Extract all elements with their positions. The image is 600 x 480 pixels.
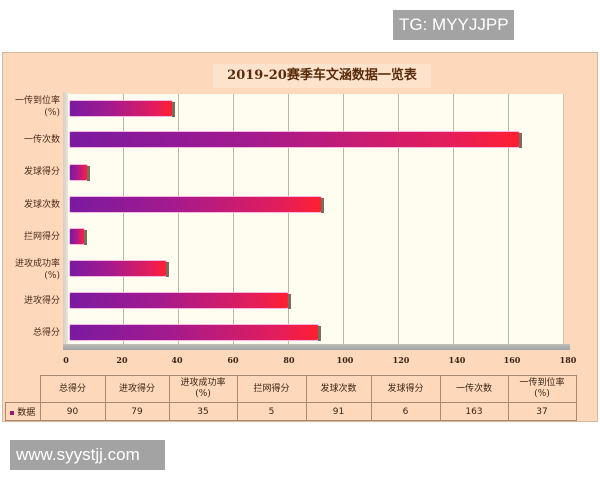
- table-cell: 163: [439, 402, 509, 421]
- data-table: 总得分 进攻得分 进攻成功率 (%) 拦网得分 发球次数 发球得分 一传次数 一传…: [5, 375, 577, 421]
- category-label: 一传次数: [23, 135, 60, 145]
- x-tick: 120: [392, 355, 410, 365]
- x-tick: 80: [283, 355, 295, 365]
- gridline: [123, 94, 124, 344]
- x-tick: 180: [559, 355, 577, 365]
- bar-pass-count: [70, 132, 522, 148]
- gridline: [453, 94, 454, 344]
- table-header: 总得分: [39, 375, 106, 403]
- bar-attack-success-rate: [70, 261, 169, 277]
- plot-area: [68, 94, 564, 344]
- gridline: [288, 94, 289, 344]
- table-header: 拦网得分: [236, 375, 307, 403]
- table-cell: 90: [39, 402, 106, 421]
- bar-block-points: [70, 229, 87, 245]
- series-legend: 数据: [5, 402, 41, 421]
- gridline: [343, 94, 344, 344]
- table-header: 进攻得分: [104, 375, 170, 403]
- table-header: 一传次数: [439, 375, 509, 403]
- table-header: 发球得分: [370, 375, 441, 403]
- table-header: 进攻成功率 (%): [168, 375, 238, 403]
- x-tick: 100: [336, 355, 354, 365]
- table-header: 发球次数: [305, 375, 372, 403]
- category-label: 进攻得分: [23, 296, 60, 306]
- watermark-bottom: www.syystjj.com: [10, 440, 165, 470]
- bar-serve-count: [70, 197, 324, 213]
- gridline: [233, 94, 234, 344]
- x-tick: 60: [227, 355, 239, 365]
- bar-serve-points: [70, 165, 90, 181]
- table-cell: 35: [168, 402, 238, 421]
- chart-floor: [63, 344, 570, 350]
- x-tick: 140: [448, 355, 466, 365]
- chart-side-wall: [63, 92, 69, 347]
- table-header-row: 总得分 进攻得分 进攻成功率 (%) 拦网得分 发球次数 发球得分 一传次数 一传…: [5, 375, 577, 403]
- category-label: 一传到位率 (%): [14, 96, 60, 118]
- chart-title: 2019-20赛季车文涵数据一览表: [213, 64, 431, 88]
- table-cell: 79: [104, 402, 170, 421]
- table-cell: 37: [507, 402, 577, 421]
- x-tick: 40: [171, 355, 183, 365]
- table-cell: 5: [236, 402, 307, 421]
- table-cell: 91: [305, 402, 372, 421]
- category-label: 进攻成功率 (%): [14, 259, 60, 281]
- table-cell: 6: [370, 402, 441, 421]
- category-label: 拦网得分: [23, 232, 60, 242]
- gridline: [178, 94, 179, 344]
- legend-key-icon: [10, 410, 15, 415]
- bar-pass-accuracy: [70, 101, 175, 117]
- x-tick: 160: [503, 355, 521, 365]
- gridline: [398, 94, 399, 344]
- category-label: 发球得分: [23, 167, 60, 177]
- table-row: 数据 90 79 35 5 91 6 163 37: [5, 402, 577, 421]
- bar-attack-points: [70, 293, 291, 309]
- category-label: 总得分: [32, 328, 60, 338]
- gridline: [508, 94, 509, 344]
- x-tick: 20: [116, 355, 128, 365]
- table-header: 一传到位率 (%): [507, 375, 577, 403]
- category-label: 发球次数: [23, 200, 60, 210]
- x-tick: 0: [63, 355, 69, 365]
- watermark-top: TG: MYYJJPP: [393, 10, 514, 40]
- bar-total-points: [70, 325, 321, 341]
